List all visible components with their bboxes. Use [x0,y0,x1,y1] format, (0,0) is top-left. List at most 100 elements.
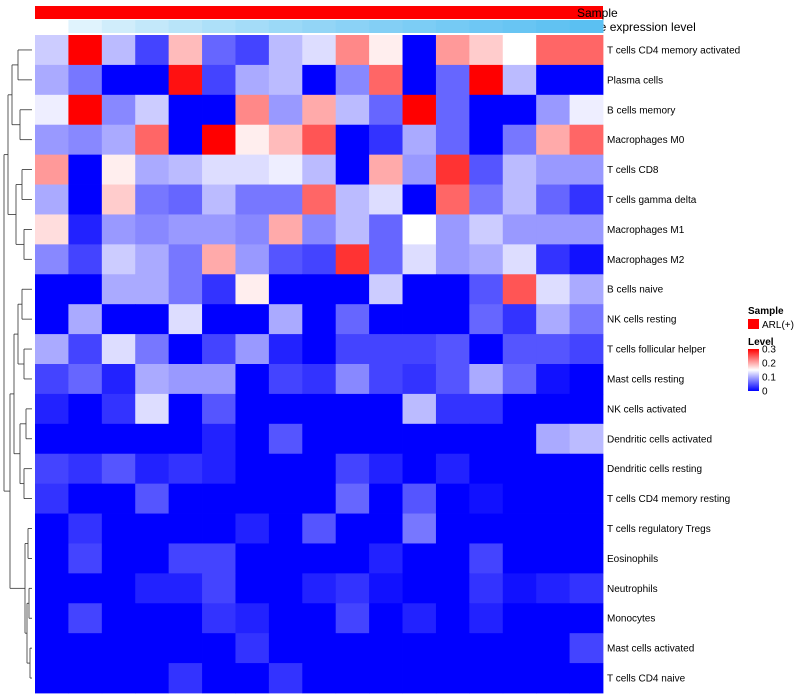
heatmap-cell [68,64,103,96]
heatmap-cell [68,244,103,275]
heatmap-cell [335,64,370,96]
heatmap-cells [35,35,604,694]
heatmap-cell [35,543,69,574]
heatmap-cell [335,483,370,514]
heatmap-cell [168,483,203,514]
heatmap-cell [68,35,103,66]
heatmap-cell [335,513,370,544]
heatmap-cell [168,214,203,245]
heatmap-cell [168,35,203,66]
heatmap-cell [135,184,170,215]
heatmap-cell [369,423,403,455]
heatmap-cell [268,184,303,215]
heatmap-cell [369,633,403,664]
heatmap-cell [202,124,236,156]
heatmap-cell [235,453,270,485]
heatmap-cell [435,334,470,365]
heatmap-cell [68,274,103,305]
heatmap-cell [268,64,303,96]
heatmap-cell [469,214,504,245]
heatmap-cell [536,214,570,245]
heatmap-cell [335,393,370,425]
heatmap-cell [168,94,203,126]
heatmap-cell [101,154,136,185]
heatmap-cell [101,483,136,514]
heatmap-cell [235,94,270,126]
heatmap-cell [302,573,337,604]
heatmap-cell [402,35,437,66]
heatmap-cell [402,94,437,126]
heatmap-cell [68,633,103,664]
heatmap-cell [469,334,504,365]
heatmap-cell [235,663,270,694]
heatmap-cell [168,274,203,305]
gene-expression-annotation-label: Gene expression level [577,20,696,34]
heatmap-cell [369,513,403,544]
heatmap-cell [68,334,103,365]
heatmap-cell [469,154,504,185]
heatmap-cell [536,364,570,395]
heatmap-cell [402,364,437,395]
heatmap-cell [502,154,537,185]
level-legend-title: Level [748,337,774,348]
heatmap-cell [268,124,303,156]
level-legend-tick: 0 [762,387,768,398]
heatmap-cell [168,543,203,574]
heatmap-cell [135,633,170,664]
heatmap-cell [502,304,537,335]
heatmap-cell [536,64,570,96]
heatmap-cell [536,124,570,156]
heatmap-cell [135,364,170,395]
heatmap-cell [536,244,570,275]
heatmap-cell [402,633,437,664]
heatmap-cell [35,663,69,694]
heatmap-cell [68,214,103,245]
heatmap-cell [35,94,69,126]
heatmap-cell [369,543,403,574]
heatmap-cell [402,543,437,574]
heatmap-cell [502,124,537,156]
heatmap-cell [469,543,504,574]
heatmap-cell [135,35,170,66]
heatmap-cell [235,393,270,425]
heatmap-cell [335,124,370,156]
heatmap-cell [302,184,337,215]
heatmap-cell [435,244,470,275]
heatmap-cell [435,663,470,694]
heatmap-cell [68,423,103,455]
heatmap-cell [302,513,337,544]
heatmap-cell [569,214,604,245]
gene-expression-annotation-cell [369,20,404,33]
heatmap-cell [569,124,604,156]
legend: Sample ARL(+) Level 0.3 0.2 0.1 0 [748,306,794,398]
heatmap-cell [502,364,537,395]
heatmap-cell [502,184,537,215]
heatmap-cell [402,274,437,305]
row-label: Macrophages M2 [607,255,685,266]
heatmap-cell [435,124,470,156]
heatmap-cell [369,64,403,96]
heatmap-cell [335,453,370,485]
heatmap-cell [268,543,303,574]
heatmap-cell [335,244,370,275]
heatmap-cell [101,453,136,485]
heatmap-cell [569,304,604,335]
row-label: T cells follicular helper [607,345,706,356]
row-label: T cells CD4 memory resting [607,494,730,505]
heatmap-cell [268,154,303,185]
heatmap-cell [268,334,303,365]
sample-legend-swatch [748,319,759,329]
gene-expression-annotation-cell [435,20,470,33]
heatmap-cell [101,633,136,664]
heatmap-cell [335,35,370,66]
heatmap-cell [569,244,604,275]
heatmap-cell [135,154,170,185]
heatmap-cell [469,573,504,604]
row-label: Monocytes [607,614,655,625]
heatmap-cell [202,663,236,694]
heatmap-cell [569,423,604,455]
heatmap-cell [101,334,136,365]
heatmap-cell [402,393,437,425]
heatmap-cell [435,543,470,574]
